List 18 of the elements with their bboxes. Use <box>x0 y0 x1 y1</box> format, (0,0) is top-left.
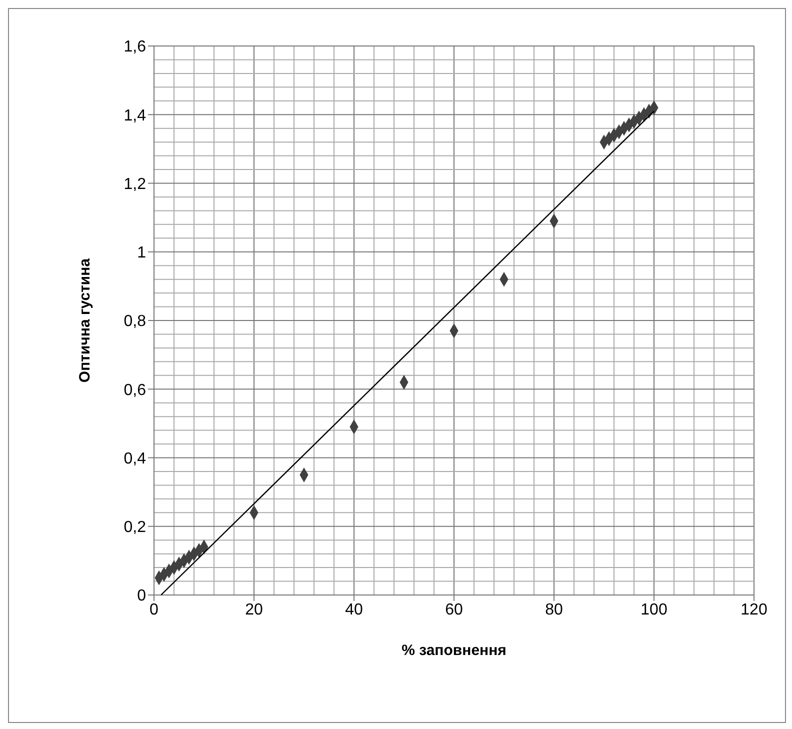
y-tick-label: 1,2 <box>124 176 146 193</box>
y-axis-title: Оптична густина <box>76 258 94 383</box>
y-tick-label: 0,4 <box>124 450 146 468</box>
x-axis-title: % заповнення <box>402 642 506 659</box>
y-tick-label: 0,6 <box>124 382 146 399</box>
x-tick-label: 100 <box>640 601 668 618</box>
x-tick-label: 0 <box>150 601 159 618</box>
x-tick-label: 60 <box>445 601 463 618</box>
x-tick-label: 120 <box>740 601 768 618</box>
y-tick-label: 0,2 <box>124 519 146 536</box>
x-tick-label: 40 <box>345 601 363 618</box>
y-tick-label: 1,6 <box>124 38 146 56</box>
x-tick-label: 20 <box>245 601 263 618</box>
y-tick-label: 0,8 <box>124 313 146 330</box>
y-tick-label: 0 <box>137 588 146 605</box>
x-tick-label: 80 <box>545 601 563 618</box>
y-tick-label: 1,4 <box>124 107 146 124</box>
y-tick-label: 1 <box>137 244 146 262</box>
